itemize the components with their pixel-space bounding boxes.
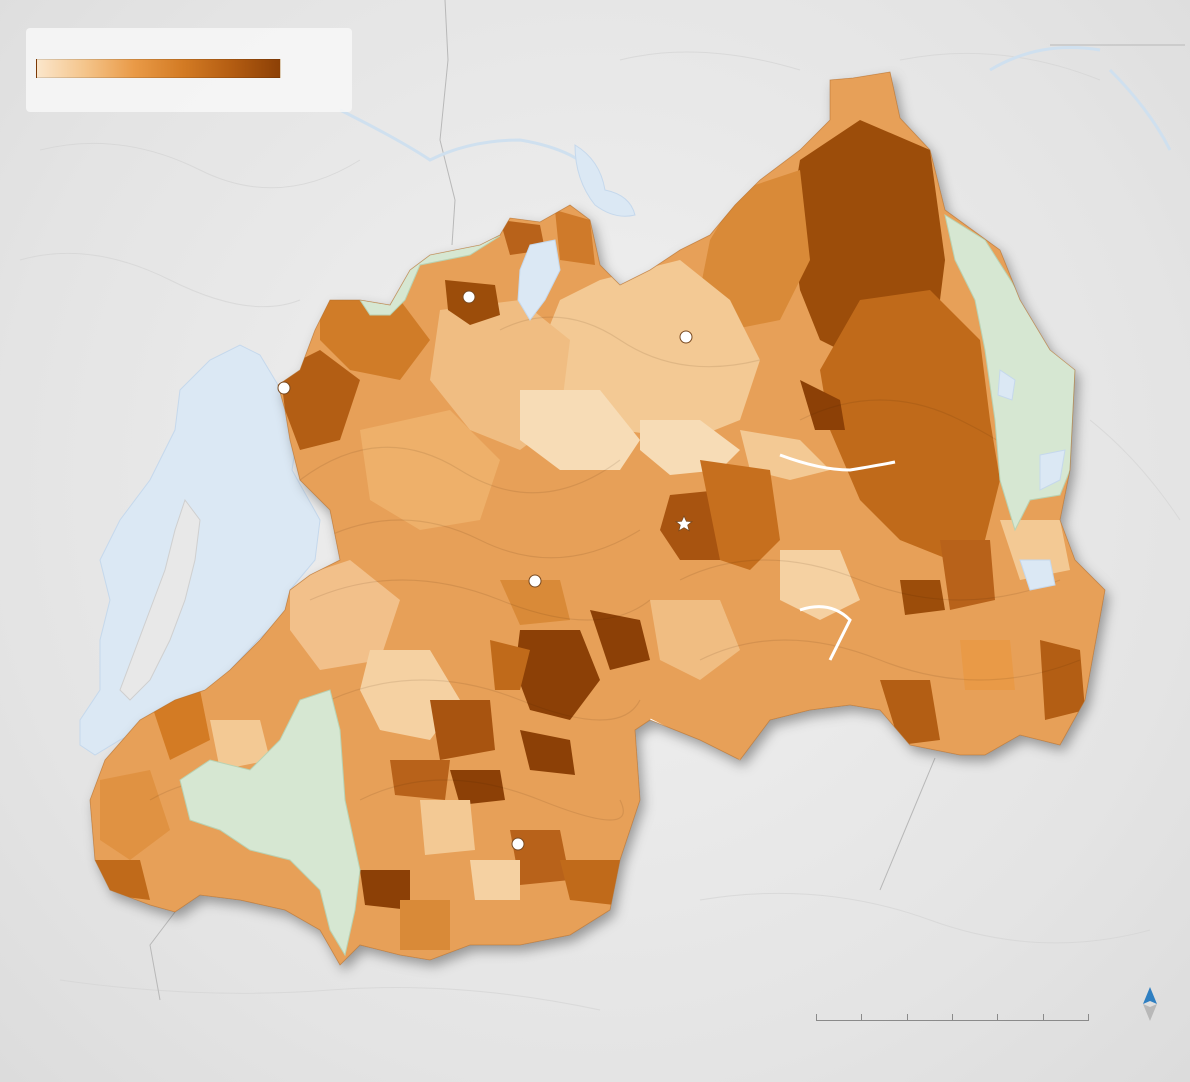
city-marker[interactable]	[528, 574, 542, 588]
lake-mugesera	[799, 605, 852, 661]
idjwi-island	[119, 498, 201, 701]
lake-north	[574, 144, 636, 217]
city-marker[interactable]	[277, 381, 291, 395]
scale-bar-tick	[861, 1014, 862, 1021]
scale-bar-tick	[1043, 1014, 1044, 1021]
scale-bar-tick	[952, 1014, 953, 1021]
lake-rweru	[794, 709, 846, 781]
city-marker[interactable]	[679, 330, 693, 344]
legend-panel	[26, 28, 352, 112]
nyungwe-forest	[179, 689, 361, 957]
capital-star-icon[interactable]	[674, 515, 694, 532]
north-arrow-icon	[1143, 987, 1157, 1021]
scale-bar-tick	[997, 1014, 998, 1021]
scale-bar	[816, 1012, 1090, 1024]
scale-bar-tick	[1088, 1014, 1089, 1021]
lake-east-1	[997, 369, 1016, 401]
city-marker[interactable]	[462, 290, 476, 304]
lake-burera-ruhondo	[517, 239, 561, 321]
lake-muhazi	[779, 453, 896, 472]
legend-color-ramp	[36, 59, 281, 78]
scale-bar-tick	[907, 1014, 908, 1021]
lake-east-3	[1019, 559, 1056, 591]
city-marker[interactable]	[511, 837, 525, 851]
terrain-relief	[19, 51, 1181, 1011]
scale-bar-tick	[816, 1014, 817, 1021]
rivers	[339, 46, 1172, 181]
city-markers[interactable]	[277, 290, 694, 851]
lake-east-2	[1039, 449, 1066, 491]
